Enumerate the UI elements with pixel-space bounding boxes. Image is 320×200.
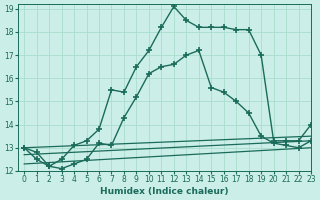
X-axis label: Humidex (Indice chaleur): Humidex (Indice chaleur) [100,187,229,196]
